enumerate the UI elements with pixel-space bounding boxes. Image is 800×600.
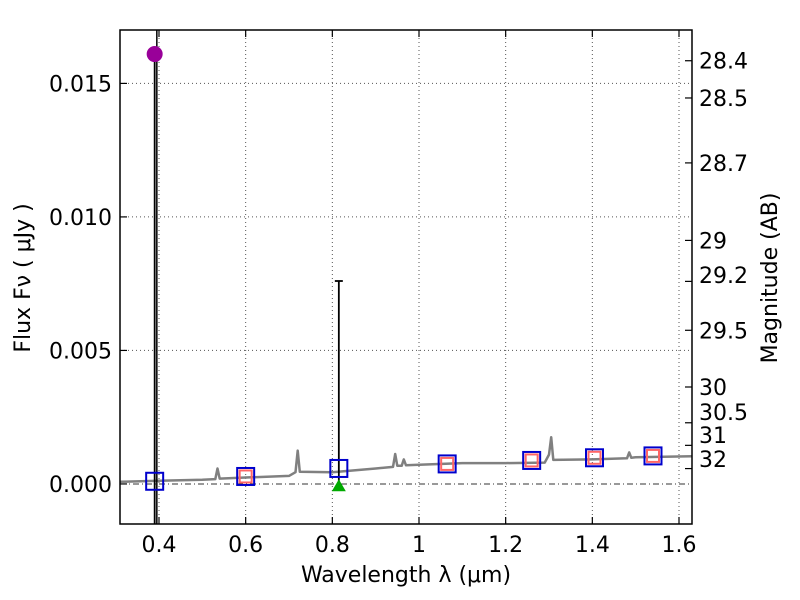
x-tick-label: 0.4 [142, 533, 177, 558]
model-photometry-marker [236, 466, 256, 486]
magnitude-tick-label: 28.4 [699, 50, 748, 75]
plot-frame [119, 29, 693, 525]
reference-lines [120, 30, 692, 524]
x-tick-label: 1 [412, 533, 426, 558]
x-tick-label: 0.8 [315, 533, 350, 558]
magnitude-tick-label: 28.5 [699, 87, 748, 112]
upper-limit-point-marker [146, 46, 163, 63]
y-axis-ticks: 0.000 0.005 0.010 0.015 [49, 72, 127, 498]
x-axis-label: Wavelength λ (μm) [301, 563, 511, 588]
y-tick-label: 0.005 [49, 339, 112, 364]
magnitude-tick-label: 30.5 [699, 401, 748, 426]
model-photometry-marker [643, 446, 663, 466]
error-bars [153, 54, 343, 524]
magnitude-tick-label: 30 [699, 376, 727, 401]
magnitude-tick-label: 31 [699, 424, 727, 449]
x-tick-label: 1.2 [488, 533, 523, 558]
magnitude-tick-label: 29.5 [699, 319, 748, 344]
x-tick-label: 0.6 [228, 533, 263, 558]
x-axis-ticks: 0.4 0.6 0.8 1 1.2 1.4 1.6 [142, 30, 697, 558]
x-tick-label: 1.6 [662, 533, 697, 558]
model-photometry-marker [522, 450, 542, 470]
model-photometry-marker [145, 471, 165, 491]
y-axis-label: Flux Fν ( μJy ) [11, 203, 36, 352]
model-photometry-marker [585, 448, 604, 468]
magnitude-tick-label: 29 [699, 229, 727, 254]
magnitude-tick-label: 29.2 [699, 264, 748, 289]
grid [120, 30, 692, 524]
observed-photometry-marker [646, 448, 660, 463]
observed-photometry-marker [238, 469, 253, 484]
x-tick-label: 1.4 [575, 533, 610, 558]
detection-point-marker [331, 479, 346, 492]
y-tick-label: 0.000 [49, 473, 112, 498]
y-tick-label: 0.015 [49, 72, 112, 97]
spectrum-layer [119, 435, 693, 484]
magnitude-tick-label: 28.7 [699, 152, 748, 177]
model-photometry-marker [329, 458, 349, 478]
observed-photometry-marker [524, 453, 539, 468]
magnitude-axis-label: Magnitude (AB) [758, 193, 783, 364]
observed-photometry-marker [587, 450, 602, 465]
y-tick-label: 0.010 [49, 206, 112, 231]
magnitude-tick-label: 32 [699, 448, 727, 473]
spectrum-line [119, 435, 693, 484]
model-photometry-marker [437, 454, 457, 474]
markers [145, 46, 663, 492]
observed-photometry-marker [440, 456, 455, 471]
